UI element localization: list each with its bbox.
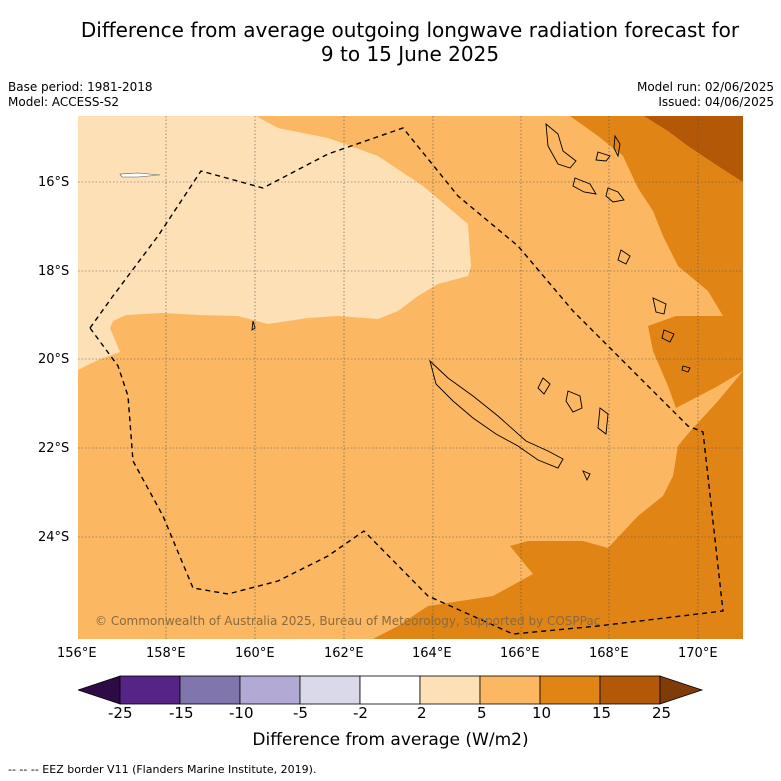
lat-label-18s: 18°S — [38, 264, 70, 279]
colorbar-ticks: -25 -15 -10 -5 -2 2 5 10 15 25 — [0, 704, 781, 724]
colorbar-extend-high — [659, 675, 704, 705]
colorbar-cell — [419, 675, 481, 705]
colorbar-cell — [539, 675, 601, 705]
islet-west — [119, 172, 161, 178]
lat-label-16s: 16°S — [38, 175, 70, 190]
meta-left: Base period: 1981-2018 Model: ACCESS-S2 — [8, 80, 153, 110]
title-line-2: 9 to 15 June 2025 — [320, 42, 500, 66]
colorbar-cell — [239, 675, 301, 705]
colorbar-title: Difference from average (W/m2) — [0, 730, 781, 750]
colorbar-cell — [179, 675, 241, 705]
lon-label-164e: 164°E — [412, 646, 452, 661]
new-caledonia — [429, 359, 564, 469]
lat-label-24s: 24°S — [38, 530, 70, 545]
colorbar-cell — [119, 675, 181, 705]
colorbar-cell — [479, 675, 541, 705]
lon-label-156e: 156°E — [57, 646, 97, 661]
lon-label-170e: 170°E — [678, 646, 718, 661]
map-title: Difference from average outgoing longwav… — [0, 18, 781, 66]
cbar-tick: 2 — [417, 704, 427, 722]
band-10-15-north — [570, 116, 743, 408]
band-15-25 — [644, 116, 743, 182]
forecast-map — [78, 116, 743, 639]
coastlines — [251, 122, 691, 482]
colorbar-cell — [599, 675, 661, 705]
base-period: Base period: 1981-2018 — [8, 80, 153, 94]
issued-date: Issued: 04/06/2025 — [658, 95, 774, 109]
cbar-tick: 10 — [532, 704, 552, 722]
band-2-5 — [78, 116, 471, 370]
lat-label-22s: 22°S — [38, 441, 70, 456]
cbar-tick: -25 — [108, 704, 133, 722]
model-name: Model: ACCESS-S2 — [8, 95, 120, 109]
eez-footnote: -- -- -- EEZ border V11 (Flanders Marine… — [8, 763, 317, 776]
cbar-tick: -2 — [353, 704, 368, 722]
cbar-tick: 15 — [592, 704, 612, 722]
colorbar-extend-low — [78, 675, 121, 705]
colorbar-cell — [299, 675, 361, 705]
copyright-notice: © Commonwealth of Australia 2025, Bureau… — [95, 614, 601, 628]
cbar-tick: -15 — [169, 704, 194, 722]
cbar-tick: 25 — [652, 704, 672, 722]
cbar-tick: 5 — [477, 704, 487, 722]
meta-right: Model run: 02/06/2025 Issued: 04/06/2025 — [637, 80, 774, 110]
lon-label-168e: 168°E — [589, 646, 629, 661]
colorbar — [78, 675, 704, 705]
eez-border — [89, 127, 724, 635]
vanuatu-north — [545, 122, 577, 169]
gridlines — [78, 116, 743, 639]
colorbar-title-text: Difference from average (W/m2) — [252, 730, 529, 750]
lon-label-162e: 162°E — [324, 646, 364, 661]
lon-label-158e: 158°E — [146, 646, 186, 661]
lat-label-20s: 20°S — [38, 352, 70, 367]
lon-label-160e: 160°E — [235, 646, 275, 661]
cbar-tick: -5 — [293, 704, 308, 722]
cbar-tick: -10 — [229, 704, 254, 722]
band-10-15-south — [373, 371, 743, 639]
model-run: Model run: 02/06/2025 — [636, 80, 774, 94]
title-line-1: Difference from average outgoing longwav… — [80, 18, 740, 42]
colorbar-cell — [359, 675, 421, 705]
lon-label-166e: 166°E — [500, 646, 540, 661]
